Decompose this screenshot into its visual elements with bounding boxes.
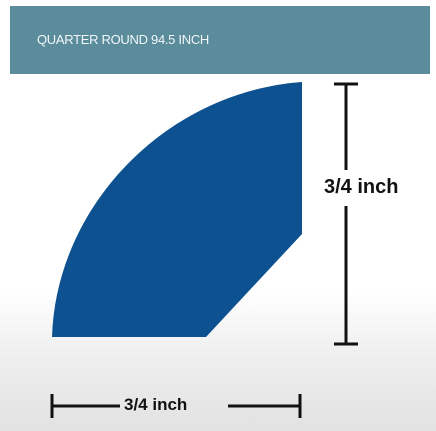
header-bar: QUARTER ROUND 94.5 INCH (10, 6, 430, 74)
width-dimension-marker (50, 394, 302, 418)
width-dimension-label: 3/4 inch (124, 395, 188, 414)
quarter-round-profile (52, 82, 302, 337)
height-dimension-marker (334, 82, 358, 346)
header-title: QUARTER ROUND 94.5 INCH (37, 32, 210, 47)
height-dimension-label: 3/4 inch (324, 176, 399, 198)
